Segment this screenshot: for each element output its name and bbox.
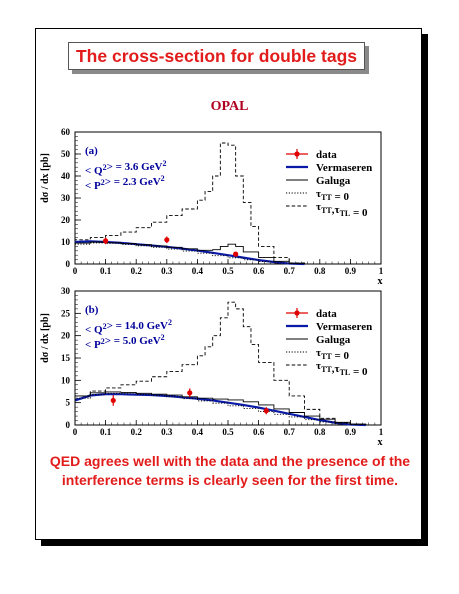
y-tick-label: 25 <box>61 308 71 318</box>
slide-title: The cross-section for double tags <box>75 45 358 66</box>
y-tick-label: 30 <box>61 286 71 296</box>
y-tick-label: 0 <box>66 259 71 269</box>
x-tick-label: 0.7 <box>284 266 296 276</box>
x-tick-label: 0.9 <box>345 427 357 437</box>
y-tick-label: 5 <box>66 398 71 408</box>
x-tick-label: 0.2 <box>131 427 143 437</box>
series-tttl-line <box>74 301 367 426</box>
x-axis-label: x <box>378 437 383 448</box>
x-tick-label: 0 <box>73 266 78 276</box>
y-tick-label: 10 <box>61 375 71 385</box>
y-axis-label: dσ / dx [pb] <box>40 153 51 203</box>
series-vermaseren-line <box>74 240 305 266</box>
legend-label: τTT = 0 <box>316 347 350 362</box>
x-tick-label: 0.8 <box>314 427 326 437</box>
y-tick-label: 40 <box>61 171 71 181</box>
x-tick-label: 0.5 <box>222 266 234 276</box>
panel-annotation: < P2> = 2.3 GeV2 <box>85 174 165 192</box>
experiment-label: OPAL <box>210 99 249 114</box>
series-tt-line <box>74 242 305 265</box>
data-point <box>187 390 193 396</box>
y-tick-label: 10 <box>61 237 71 247</box>
x-tick-label: 0.3 <box>161 266 173 276</box>
legend-label: Galuga <box>316 175 351 187</box>
y-tick-label: 50 <box>61 149 71 159</box>
x-tick-label: 1 <box>379 427 384 437</box>
x-tick-label: 0.7 <box>284 427 296 437</box>
panel-label: (a) <box>85 145 98 157</box>
x-tick-label: 0.1 <box>100 266 112 276</box>
data-point <box>164 237 170 243</box>
legend-label: Vermaseren <box>316 162 372 174</box>
y-tick-label: 30 <box>61 193 71 203</box>
legend-data-marker <box>294 310 300 316</box>
x-tick-label: 0.3 <box>161 427 173 437</box>
legend-data-marker <box>294 151 300 157</box>
x-tick-label: 0.4 <box>192 427 204 437</box>
chart-panel-a: 0 0.1 0.2 0.3 0.4 0.5 0.6 0.7 0.8 0.9 101020304050… <box>40 127 384 287</box>
legend-label: τTT,τTL = 0 <box>316 360 368 378</box>
panel-annotation: < Q2> = 14.0 GeV2 <box>85 318 172 336</box>
panel-annotation: < Q2> = 3.6 GeV2 <box>85 159 167 177</box>
conclusion-text: QED agrees well with the data and the pr… <box>49 453 411 488</box>
y-tick-label: 20 <box>61 331 71 341</box>
y-tick-label: 20 <box>61 215 71 225</box>
x-axis-label: x <box>378 276 383 287</box>
legend-label: Galuga <box>316 334 351 346</box>
x-tick-label: 0.6 <box>253 427 265 437</box>
x-tick-label: 0 <box>73 427 78 437</box>
x-tick-label: 0.2 <box>131 266 143 276</box>
data-point <box>103 238 109 244</box>
series-tttl-line <box>74 142 305 264</box>
series-galuga-line <box>74 241 305 264</box>
y-tick-label: 15 <box>61 353 71 363</box>
y-axis-label: dσ / dx [pb] <box>40 313 51 363</box>
x-tick-label: 0.5 <box>222 427 234 437</box>
legend-label: τTT,τTL = 0 <box>316 201 368 219</box>
title-box: The cross-section for double tags <box>68 42 365 70</box>
data-point <box>233 251 239 257</box>
legend-label: τTT = 0 <box>316 188 350 203</box>
legend-label: data <box>316 149 337 161</box>
x-tick-label: 0.9 <box>345 266 357 276</box>
x-tick-label: 0.4 <box>192 266 204 276</box>
slide-frame <box>35 28 422 540</box>
panel-label: (b) <box>85 304 99 316</box>
y-tick-label: 60 <box>61 127 71 137</box>
x-tick-label: 0.6 <box>253 266 265 276</box>
y-tick-label: 0 <box>66 420 71 430</box>
x-tick-label: 1 <box>379 266 384 276</box>
data-point <box>263 408 269 414</box>
data-point <box>110 397 116 404</box>
series-galuga-line <box>74 391 367 425</box>
legend-label: Vermaseren <box>316 321 372 333</box>
legend-label: data <box>316 308 337 320</box>
x-tick-label: 0.8 <box>314 266 326 276</box>
panel-annotation: < P2> = 5.0 GeV2 <box>85 333 165 351</box>
x-tick-label: 0.1 <box>100 427 112 437</box>
chart-panel-b: 0 0.1 0.2 0.3 0.4 0.5 0.6 0.7 0.8 0.9 105101520253… <box>40 286 384 448</box>
